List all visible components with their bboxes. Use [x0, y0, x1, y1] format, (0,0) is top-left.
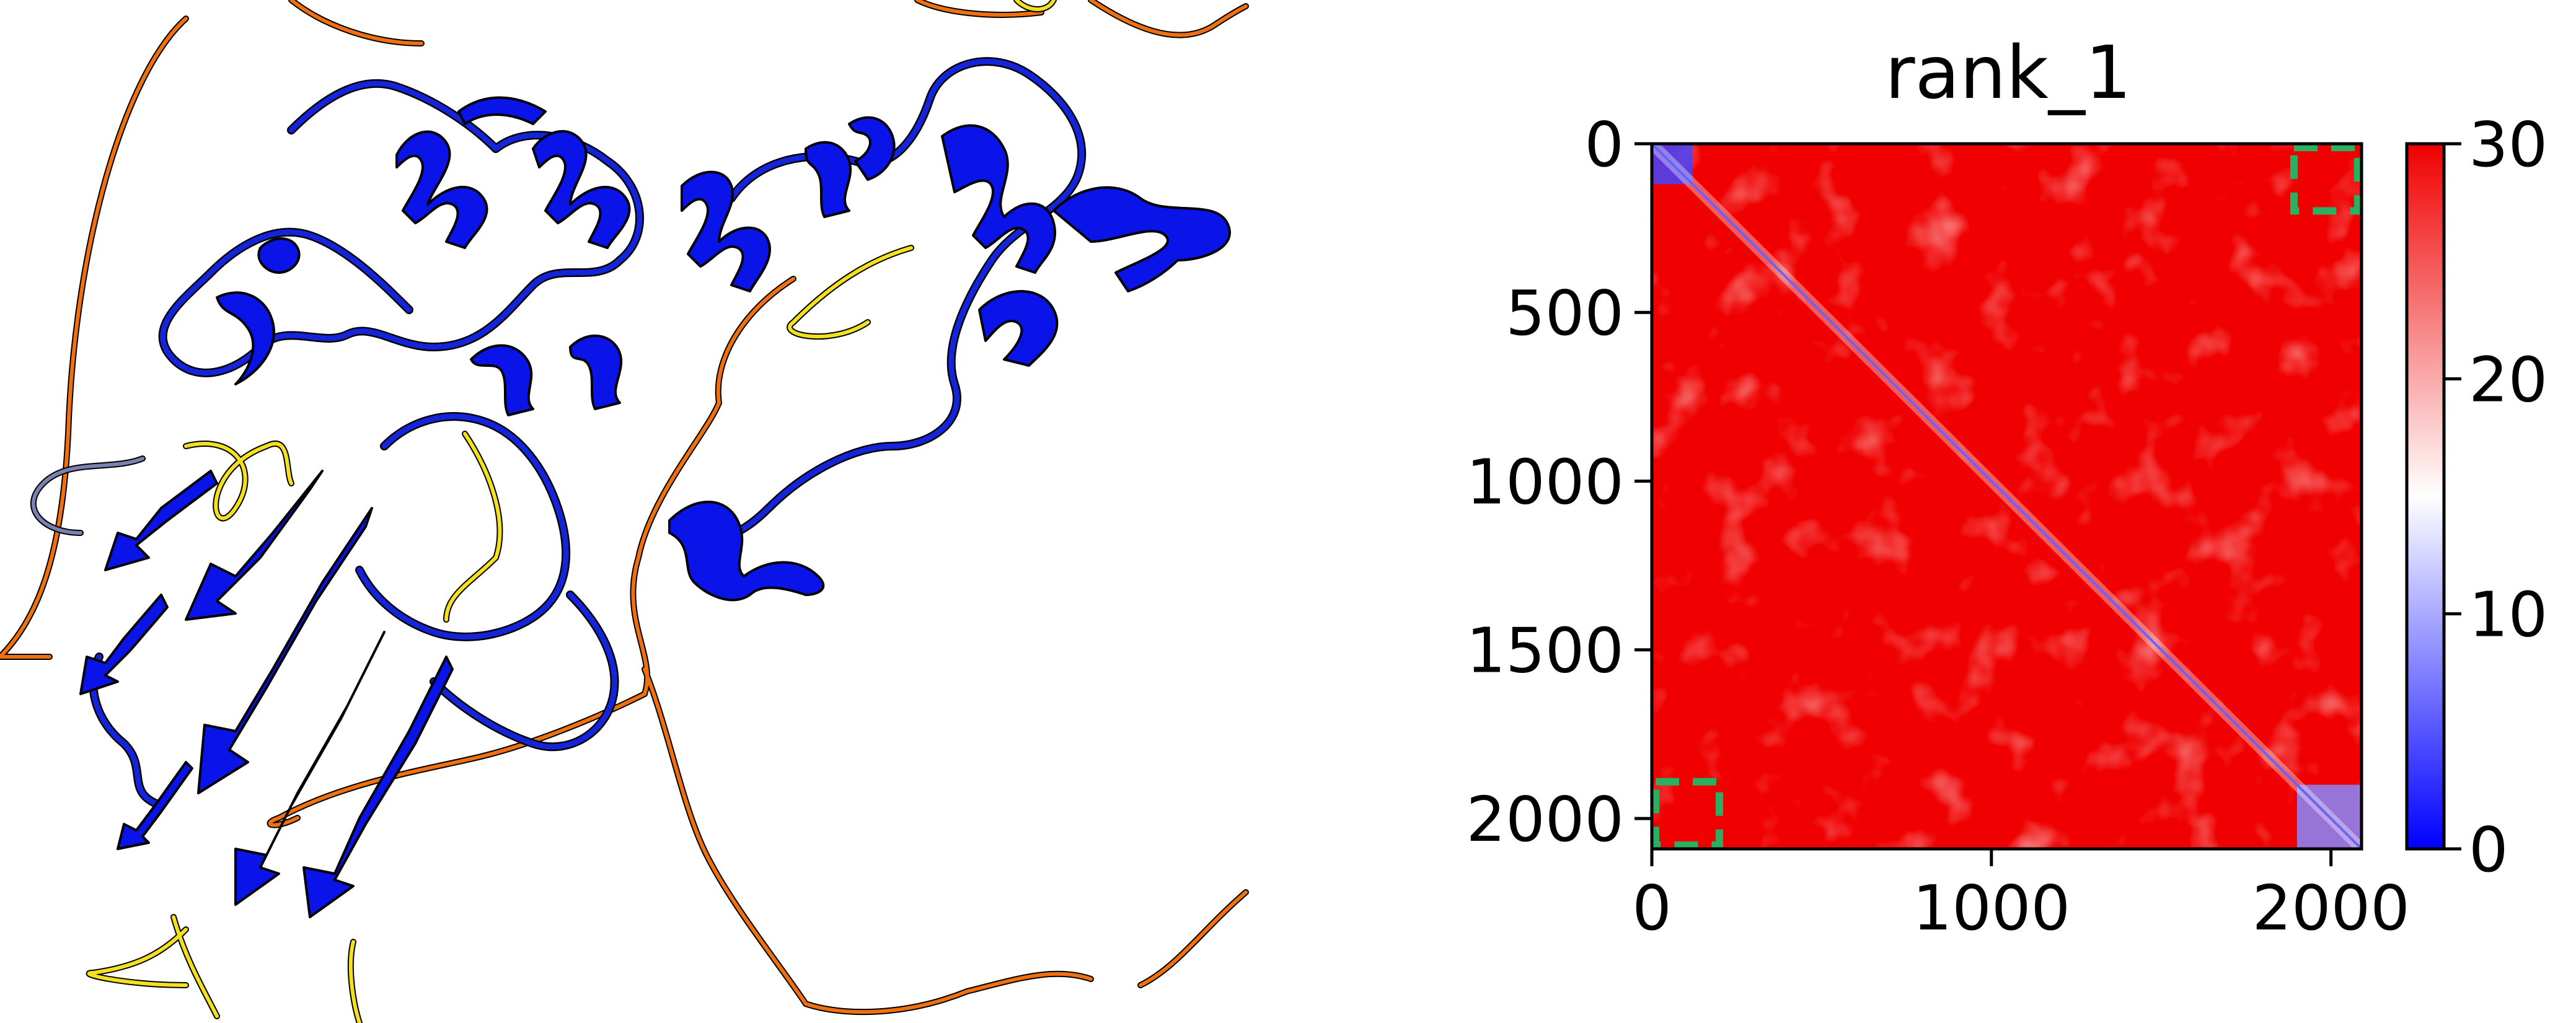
diagonal-halo	[1647, 139, 2366, 853]
y-tick-label: 500	[1506, 277, 1624, 349]
colorbar-gradient	[2405, 142, 2446, 851]
ordered-coil	[89, 57, 1087, 810]
alpha-helices	[216, 96, 1231, 602]
low-confidence-coil	[30, 0, 1057, 1023]
y-tick-label: 1000	[1467, 446, 1625, 518]
y-tick-label: 2000	[1467, 783, 1625, 856]
heatmap-plot	[1647, 139, 2366, 853]
heatmap-frame	[1650, 142, 2363, 851]
y-tick-label: 1500	[1467, 615, 1625, 687]
diagonal-line	[1651, 143, 2363, 850]
heatmap-marks	[1647, 139, 2366, 853]
colorbar-tick-label: 30	[2469, 108, 2547, 181]
beta-sheets	[79, 470, 454, 918]
colorbar-tick-label: 0	[2469, 814, 2508, 886]
chart-title: rank_1	[1885, 30, 2132, 115]
x-axis: 0 1000 2000	[1632, 849, 2410, 944]
x-tick-label: 2000	[2252, 872, 2410, 944]
colorbar-tick-label: 10	[2469, 579, 2547, 651]
protein-structure	[0, 0, 1249, 1023]
highlight-box	[2290, 144, 2362, 215]
colorbar-ticks: 0 10 20 30	[2444, 108, 2547, 886]
disordered-coil-orange-fill	[0, 0, 1248, 1014]
y-axis: 0 500 1000 1500 2000	[1467, 108, 1652, 856]
y-tick-label: 0	[1584, 108, 1624, 181]
colorbar-tick-label: 20	[2469, 343, 2547, 416]
colorbar: 0 10 20 30	[2405, 108, 2547, 886]
x-tick-label: 1000	[1913, 872, 2071, 944]
highlight-box	[1652, 778, 1724, 850]
x-tick-label: 0	[1632, 872, 1672, 944]
pae-chart: rank_1 0 1000 2000 0 500 1000 1500 2000 0 10 20 3…	[1467, 30, 2548, 944]
